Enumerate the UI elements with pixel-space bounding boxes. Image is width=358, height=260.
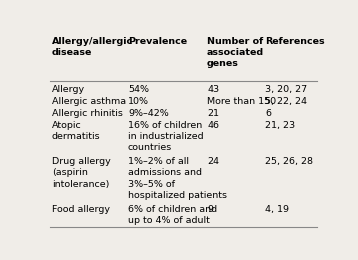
Text: 24: 24	[207, 157, 219, 166]
Text: Drug allergy
(aspirin
intolerance): Drug allergy (aspirin intolerance)	[52, 157, 110, 188]
Text: Allergy/allergic
disease: Allergy/allergic disease	[52, 37, 133, 57]
Text: 54%: 54%	[128, 85, 149, 94]
Text: 6% of children and
up to 4% of adult: 6% of children and up to 4% of adult	[128, 205, 217, 225]
Text: Atopic
dermatitis: Atopic dermatitis	[52, 121, 100, 141]
Text: 9: 9	[207, 205, 213, 214]
Text: 21, 23: 21, 23	[265, 121, 295, 130]
Text: 5, 22, 24: 5, 22, 24	[265, 97, 307, 106]
Text: References: References	[265, 37, 325, 46]
Text: 9%–42%: 9%–42%	[128, 109, 169, 118]
Text: More than 150: More than 150	[207, 97, 276, 106]
Text: 1%–2% of all
admissions and
3%–5% of
hospitalized patients: 1%–2% of all admissions and 3%–5% of hos…	[128, 157, 227, 200]
Text: Allergic rhinitis: Allergic rhinitis	[52, 109, 122, 118]
Text: Allergy: Allergy	[52, 85, 85, 94]
Text: Allergic asthma: Allergic asthma	[52, 97, 126, 106]
Text: 21: 21	[207, 109, 219, 118]
Text: 43: 43	[207, 85, 219, 94]
Text: 16% of children
in industrialized
countries: 16% of children in industrialized countr…	[128, 121, 204, 152]
Text: 4, 19: 4, 19	[265, 205, 289, 214]
Text: 10%: 10%	[128, 97, 149, 106]
Text: Food allergy: Food allergy	[52, 205, 110, 214]
Text: Number of
associated
genes: Number of associated genes	[207, 37, 264, 68]
Text: 46: 46	[207, 121, 219, 130]
Text: Prevalence: Prevalence	[128, 37, 187, 46]
Text: 3, 20, 27: 3, 20, 27	[265, 85, 308, 94]
Text: 6: 6	[265, 109, 271, 118]
Text: 25, 26, 28: 25, 26, 28	[265, 157, 313, 166]
